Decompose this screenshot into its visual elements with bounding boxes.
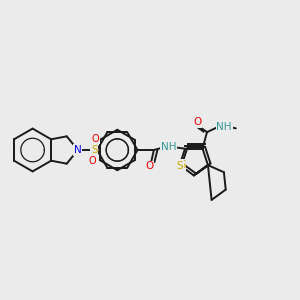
Text: O: O [92, 134, 100, 144]
Text: S: S [179, 160, 185, 170]
Text: S: S [176, 161, 183, 171]
Text: N: N [74, 145, 82, 155]
Text: S: S [91, 145, 98, 155]
Text: O: O [193, 117, 201, 127]
Text: O: O [89, 156, 97, 166]
Text: NH: NH [217, 122, 232, 132]
Text: O: O [145, 161, 154, 171]
Text: NH: NH [161, 142, 176, 152]
